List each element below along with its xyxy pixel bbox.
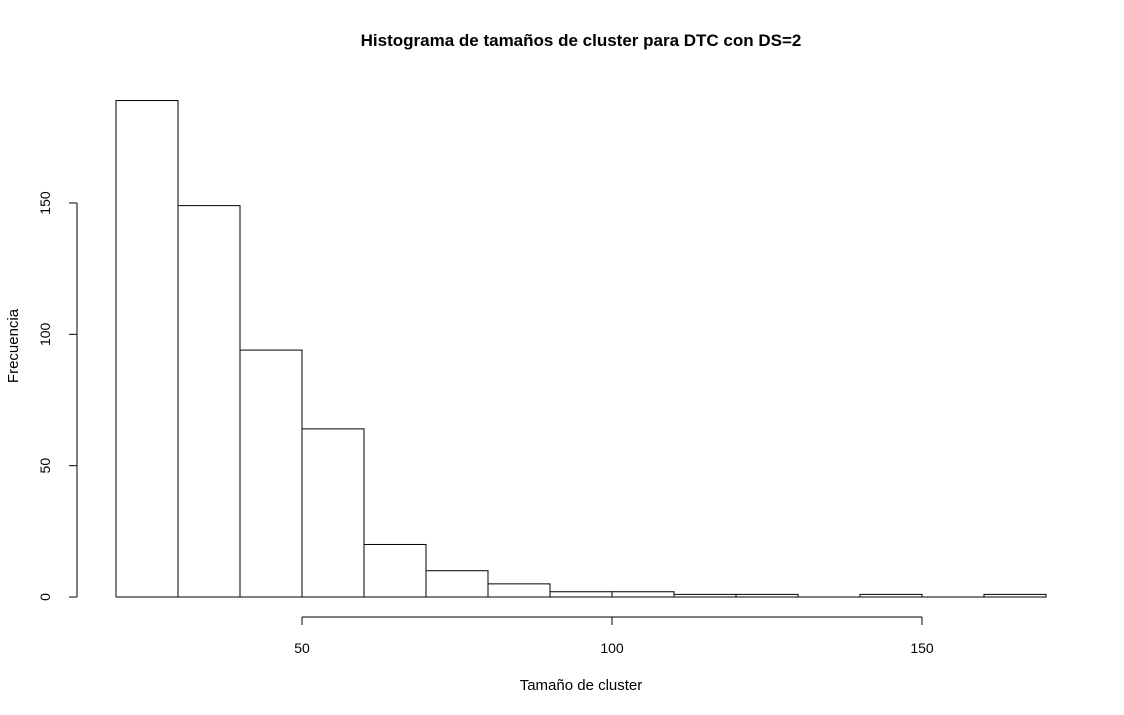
y-tick-label-0: 0 (37, 593, 53, 601)
y-axis: 0 50 100 150 (37, 191, 78, 601)
y-axis-label: Frecuencia (5, 308, 22, 383)
histogram-bar-20-30 (115, 100, 179, 598)
histogram-bar-160-170 (983, 593, 1047, 598)
y-tick-label-50: 50 (37, 458, 53, 474)
x-axis: 50 100 150 (294, 616, 934, 656)
y-tick-label-100: 100 (37, 322, 53, 346)
histogram-bar-40-50 (239, 349, 303, 598)
histogram-bar-90-100 (549, 591, 613, 598)
y-tick-label-150: 150 (37, 191, 53, 215)
histogram-bar-30-40 (177, 205, 241, 598)
histogram-bar-120-130 (735, 593, 799, 598)
x-tick-label-150: 150 (910, 640, 934, 656)
x-tick-label-50: 50 (294, 640, 310, 656)
histogram-bar-70-80 (425, 570, 489, 598)
histogram-bar-100-110 (611, 591, 675, 598)
histogram-bar-140-150 (859, 593, 923, 598)
x-axis-label: Tamaño de cluster (520, 677, 643, 694)
histogram-bar-80-90 (487, 583, 551, 598)
histogram-bar-50-60 (301, 428, 365, 598)
chart-title: Histograma de tamaños de cluster para DT… (361, 31, 802, 50)
histogram-bar-110-120 (673, 593, 737, 598)
histogram-bar-60-70 (363, 543, 427, 598)
bars-group (115, 100, 1047, 598)
x-tick-label-100: 100 (600, 640, 624, 656)
